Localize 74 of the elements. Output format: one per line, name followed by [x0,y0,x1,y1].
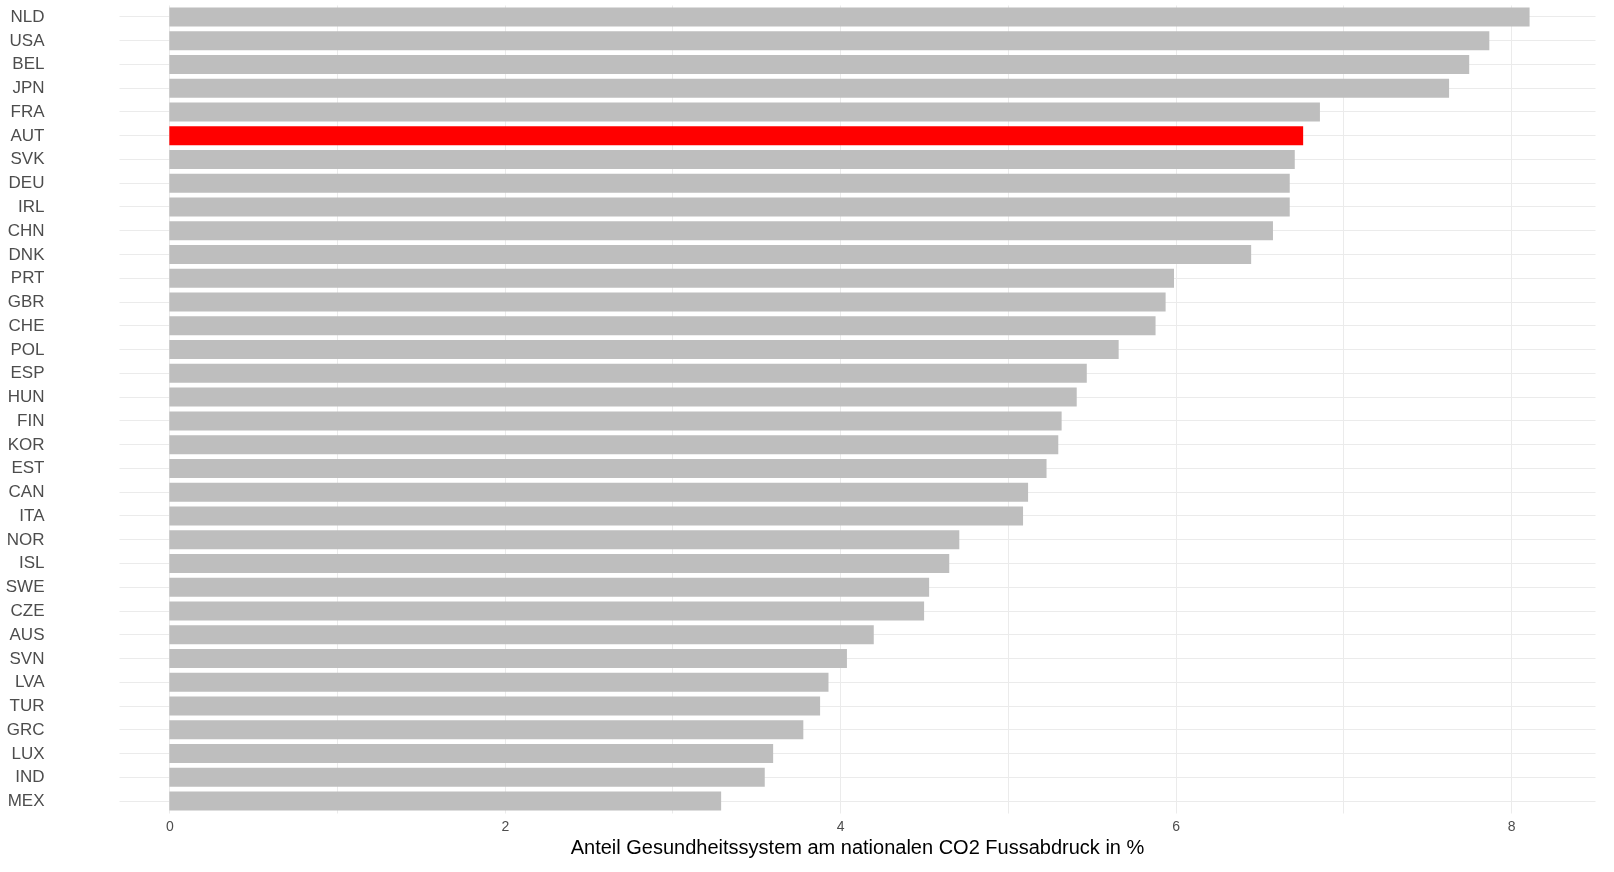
y-tick-label: AUT [10,125,45,145]
y-tick-label: CAN [8,482,45,502]
y-tick-label: MEX [7,791,45,811]
bar [169,31,1490,51]
y-tick-label: ITA [19,505,46,525]
bar [169,601,925,621]
x-axis-title: Anteil Gesundheitssystem am nationalen CO2 Fussabdruck in % [570,835,1145,858]
x-tick-label: 8 [1507,817,1516,834]
x-tick-label: 2 [501,817,510,834]
bar [169,149,1295,169]
y-tick-label: SWE [5,577,45,597]
bar [169,696,821,716]
bar [169,625,874,645]
y-tick-label: PRT [10,268,45,288]
x-tick-label: 6 [1172,817,1181,834]
bar [169,316,1156,336]
y-tick-label: FRA [10,101,46,121]
y-tick-label: KOR [7,434,45,454]
bar [169,340,1119,360]
y-tick-label: LVA [14,672,46,692]
bar [169,649,847,669]
y-tick-label: GRC [6,719,45,739]
y-tick-label: USA [9,30,46,50]
bar [169,530,960,550]
y-tick-label: POL [10,339,45,359]
bar [169,553,950,573]
y-tick-label: ESP [10,363,45,383]
bar [169,54,1470,74]
y-tick-label: DEU [8,173,45,193]
y-tick-label: DNK [8,244,46,264]
y-tick-label: HUN [7,387,45,407]
y-tick-label: GBR [7,292,45,312]
bar [169,197,1290,217]
bar [169,268,1174,288]
bar [169,506,1024,526]
bar [169,435,1059,455]
y-tick-label: IND [15,767,45,787]
y-tick-label: NOR [6,529,45,549]
bar [169,767,765,787]
y-tick-label: CZE [10,601,45,620]
bar [169,411,1062,431]
bar [169,387,1077,407]
bar [169,791,722,811]
y-tick-label: EST [11,458,45,478]
bar [169,173,1290,193]
y-tick-label: FIN [17,410,45,430]
bar [169,126,1304,146]
bar [169,363,1087,383]
y-tick-label: AUS [9,624,45,644]
bar [169,245,1252,265]
y-tick-label: TUR [9,696,45,716]
y-tick-label: JPN [12,78,45,98]
y-tick-label: ISL [18,553,45,573]
bar [169,458,1047,478]
y-tick-label: SVK [10,149,46,169]
bar [169,102,1320,122]
x-tick-label: 0 [165,817,174,834]
bar [169,78,1450,98]
bar [169,744,774,764]
y-tick-label: CHN [7,220,45,240]
y-tick-label: BEL [12,54,45,74]
bar [169,672,829,692]
y-tick-label: LUX [11,743,45,763]
bar [169,720,804,740]
y-tick-label: SVN [9,648,45,668]
y-tick-label: IRL [18,197,45,216]
x-tick-label: 4 [836,817,845,834]
bar [169,482,1029,502]
bar [169,221,1273,241]
bar [169,292,1166,312]
bar [169,7,1530,27]
y-tick-label: NLD [10,6,45,26]
bar [169,577,930,597]
y-tick-label: CHE [8,315,45,335]
